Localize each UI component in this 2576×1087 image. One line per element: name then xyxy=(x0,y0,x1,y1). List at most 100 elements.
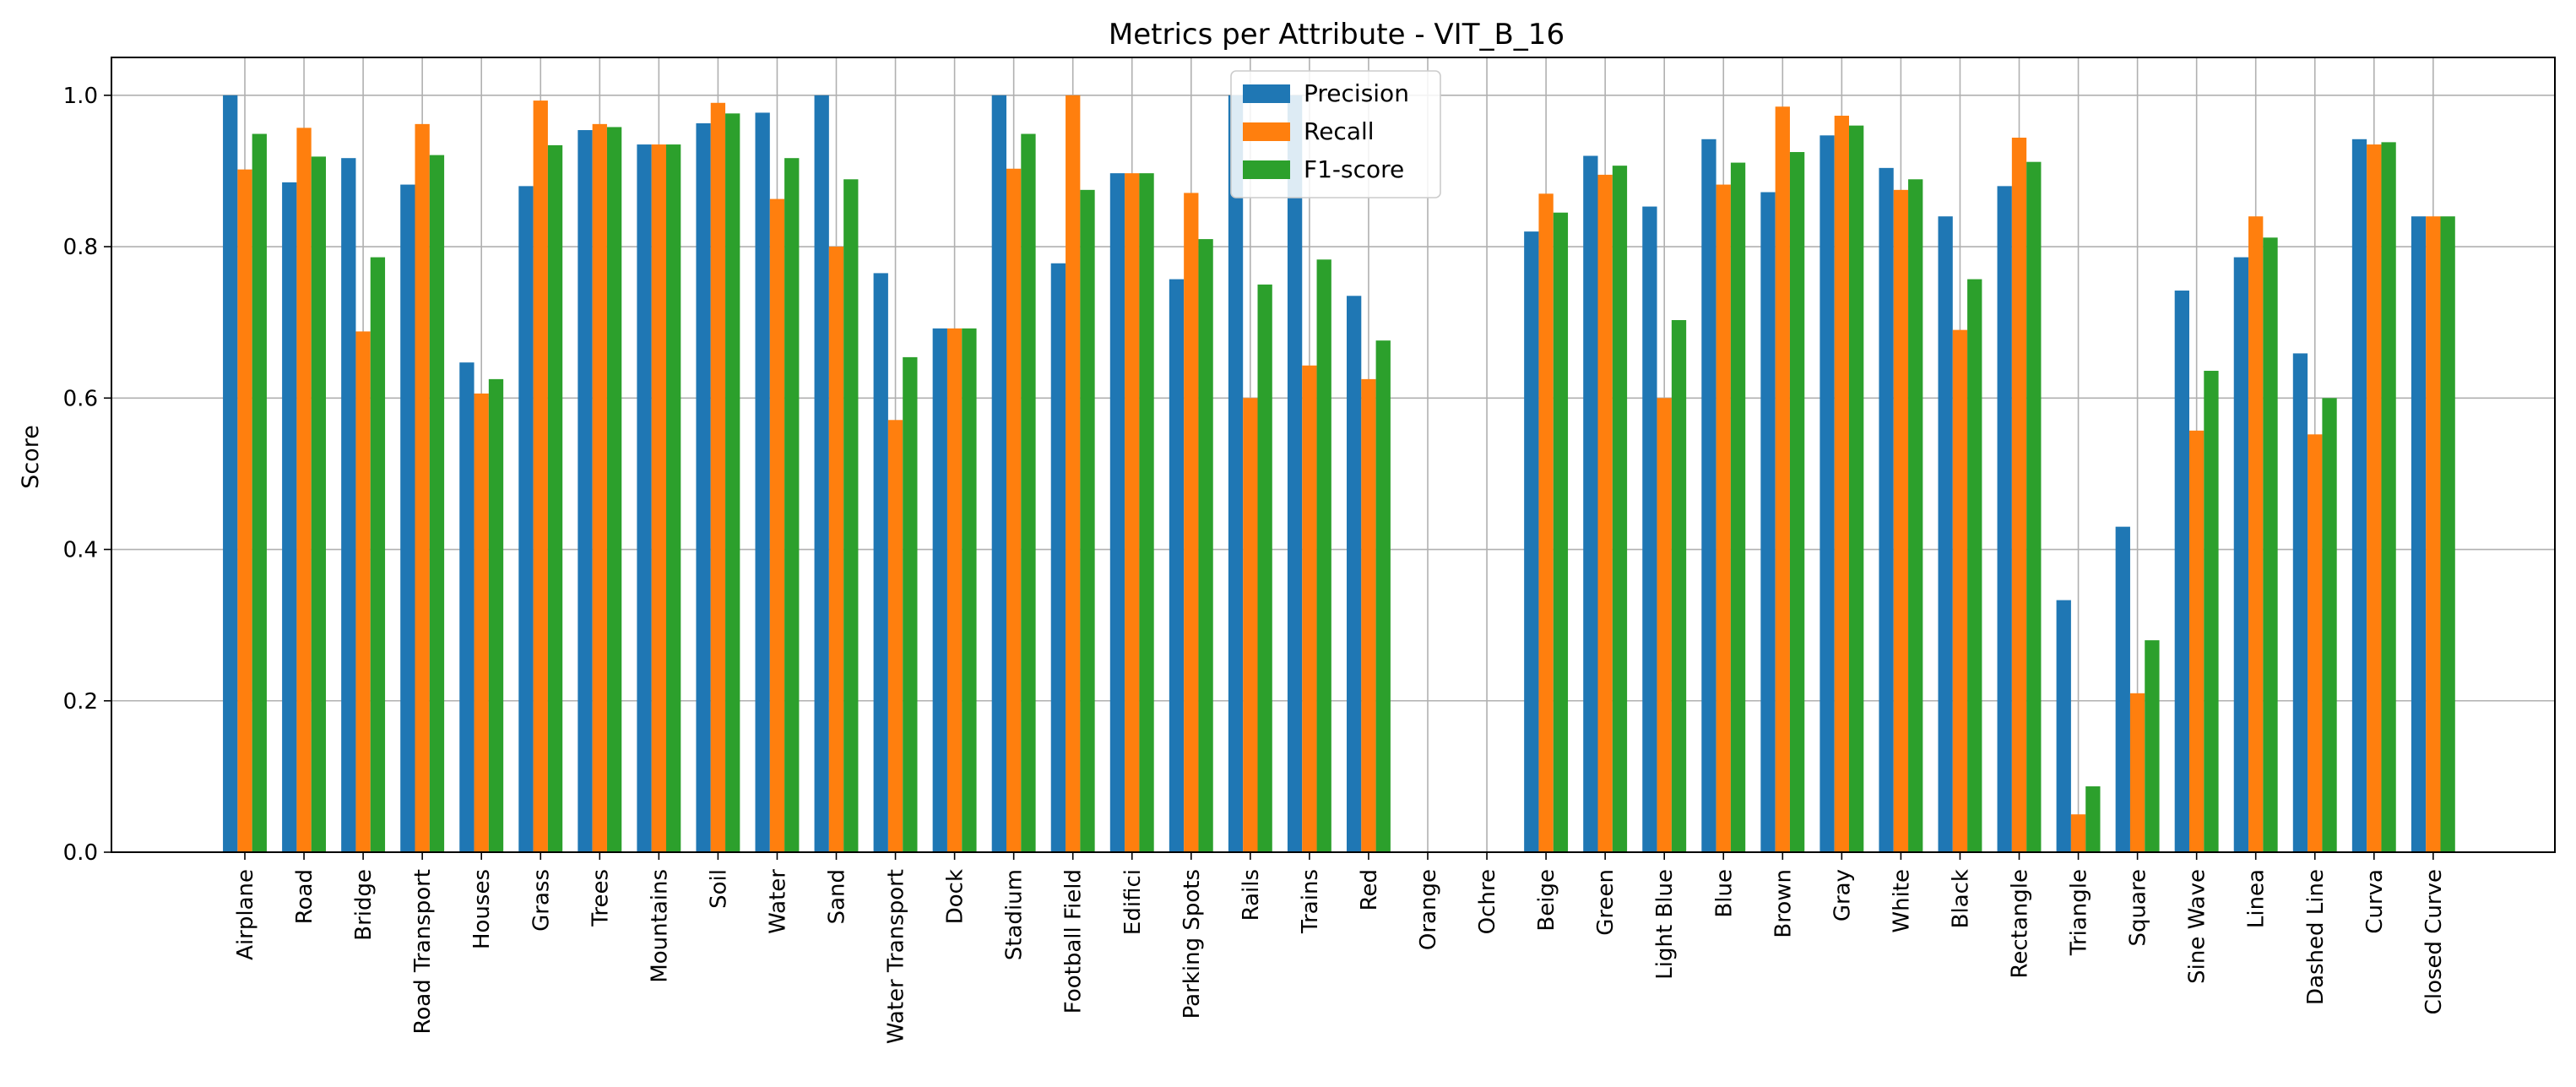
bar-precision xyxy=(1701,139,1716,852)
bar-f1-score xyxy=(784,158,800,852)
x-tick-label: Ochre xyxy=(1475,869,1500,934)
bar-precision xyxy=(2411,216,2427,852)
y-tick-label: 0.8 xyxy=(63,235,98,260)
bar-recall xyxy=(1597,174,1613,852)
x-tick-label: Grass xyxy=(529,869,554,932)
bar-f1-score xyxy=(1908,179,1923,852)
bar-f1-score xyxy=(1789,152,1805,852)
legend-label: F1-score xyxy=(1304,155,1404,183)
bar-recall xyxy=(474,393,489,852)
bar-recall xyxy=(2248,216,2264,852)
x-tick-label: Red xyxy=(1357,869,1382,910)
bar-recall xyxy=(1302,365,1317,852)
bar-f1-score xyxy=(2440,216,2455,852)
bar-precision xyxy=(578,130,593,852)
bar-recall xyxy=(2308,434,2323,852)
bar-f1-score xyxy=(488,378,504,852)
bar-precision xyxy=(2174,291,2189,852)
bar-precision xyxy=(873,273,888,852)
bar-recall xyxy=(1243,398,1258,852)
bar-f1-score xyxy=(1375,340,1391,852)
ticks-layer: 0.0 0.2 0.4 0.6 0.8 1.0 Airplane Road Bridge Road… xyxy=(63,84,2447,1044)
x-tick-label: Mountains xyxy=(647,869,672,983)
x-tick-label: Beige xyxy=(1534,869,1559,932)
x-tick-label: Dock xyxy=(943,869,968,924)
bar-precision xyxy=(2233,257,2249,852)
bar-f1-score xyxy=(2145,640,2160,852)
x-tick-label: Football Field xyxy=(1061,869,1087,1014)
y-tick-label: 0.2 xyxy=(63,689,98,715)
bar-precision xyxy=(1347,296,1362,852)
bar-f1-score xyxy=(1730,162,1746,852)
bar-f1-score xyxy=(903,356,918,852)
bar-recall xyxy=(1361,378,1376,852)
x-tick-label: Blue xyxy=(1711,869,1737,918)
bar-precision xyxy=(1583,155,1598,852)
x-tick-label: Square xyxy=(2126,869,2151,947)
x-tick-label: Sand xyxy=(825,869,850,924)
bar-precision xyxy=(518,186,534,852)
bar-precision xyxy=(341,158,356,852)
bar-f1-score xyxy=(1316,259,1331,853)
x-tick-label: Curva xyxy=(2362,869,2388,934)
bar-f1-score xyxy=(252,133,267,852)
bar-recall xyxy=(1066,95,1081,853)
legend-swatch xyxy=(1243,122,1290,141)
bar-f1-score xyxy=(1139,173,1154,853)
bar-f1-score xyxy=(2026,161,2042,852)
x-tick-label: Gray xyxy=(1830,869,1855,921)
bar-precision xyxy=(2056,600,2071,852)
bar-precision xyxy=(755,112,770,853)
bar-precision xyxy=(400,184,415,852)
bar-recall xyxy=(1775,106,1790,852)
bar-precision xyxy=(2292,353,2308,852)
bar-f1-score xyxy=(666,144,681,853)
bar-recall xyxy=(710,102,726,853)
bar-f1-score xyxy=(725,113,740,852)
y-axis-label: Score xyxy=(18,425,44,489)
bar-precision xyxy=(2351,139,2367,852)
bar-f1-score xyxy=(1021,133,1036,852)
x-tick-label: Parking Spots xyxy=(1180,869,1205,1019)
bar-precision xyxy=(1524,231,1539,853)
bar-recall xyxy=(415,123,430,853)
bar-f1-score xyxy=(962,328,977,852)
bar-precision xyxy=(932,328,947,852)
bar-f1-score xyxy=(606,127,622,852)
x-tick-label: Airplane xyxy=(233,869,258,960)
bar-precision xyxy=(1997,186,2012,852)
bar-precision xyxy=(1819,135,1835,852)
bar-recall xyxy=(2129,693,2145,852)
bar-f1-score xyxy=(311,156,326,853)
bar-f1-score xyxy=(1849,125,1864,852)
x-tick-label: Linea xyxy=(2244,869,2270,928)
bar-f1-score xyxy=(547,144,563,852)
x-tick-label: Light Blue xyxy=(1652,869,1678,980)
bar-recall xyxy=(1184,193,1199,852)
x-tick-label: Orange xyxy=(1416,869,1441,950)
y-tick-label: 0.0 xyxy=(63,840,98,866)
chart-title: Metrics per Attribute - VIT_B_16 xyxy=(1109,18,1565,52)
bar-recall xyxy=(355,331,371,852)
bar-f1-score xyxy=(1080,189,1095,853)
bar-precision xyxy=(282,182,297,852)
x-tick-label: Dashed Line xyxy=(2303,869,2329,1005)
y-tick-label: 0.6 xyxy=(63,386,98,411)
bar-recall xyxy=(592,123,607,853)
bar-f1-score xyxy=(2263,237,2278,852)
bar-recall xyxy=(887,420,903,852)
bar-precision xyxy=(991,95,1006,853)
bar-precision xyxy=(1109,173,1125,853)
bars-layer xyxy=(223,95,2455,853)
bar-recall xyxy=(1716,184,1731,852)
bar-recall xyxy=(946,328,963,852)
bar-f1-score xyxy=(2322,398,2337,852)
bar-f1-score xyxy=(1257,284,1272,852)
x-tick-label: Brown xyxy=(1771,869,1796,938)
bar-precision xyxy=(1287,95,1303,853)
bar-recall xyxy=(828,247,844,852)
x-tick-label: Soil xyxy=(706,869,731,909)
bar-precision xyxy=(1050,263,1066,853)
x-tick-label: Trains xyxy=(1298,869,1323,934)
x-tick-label: Houses xyxy=(469,869,495,949)
